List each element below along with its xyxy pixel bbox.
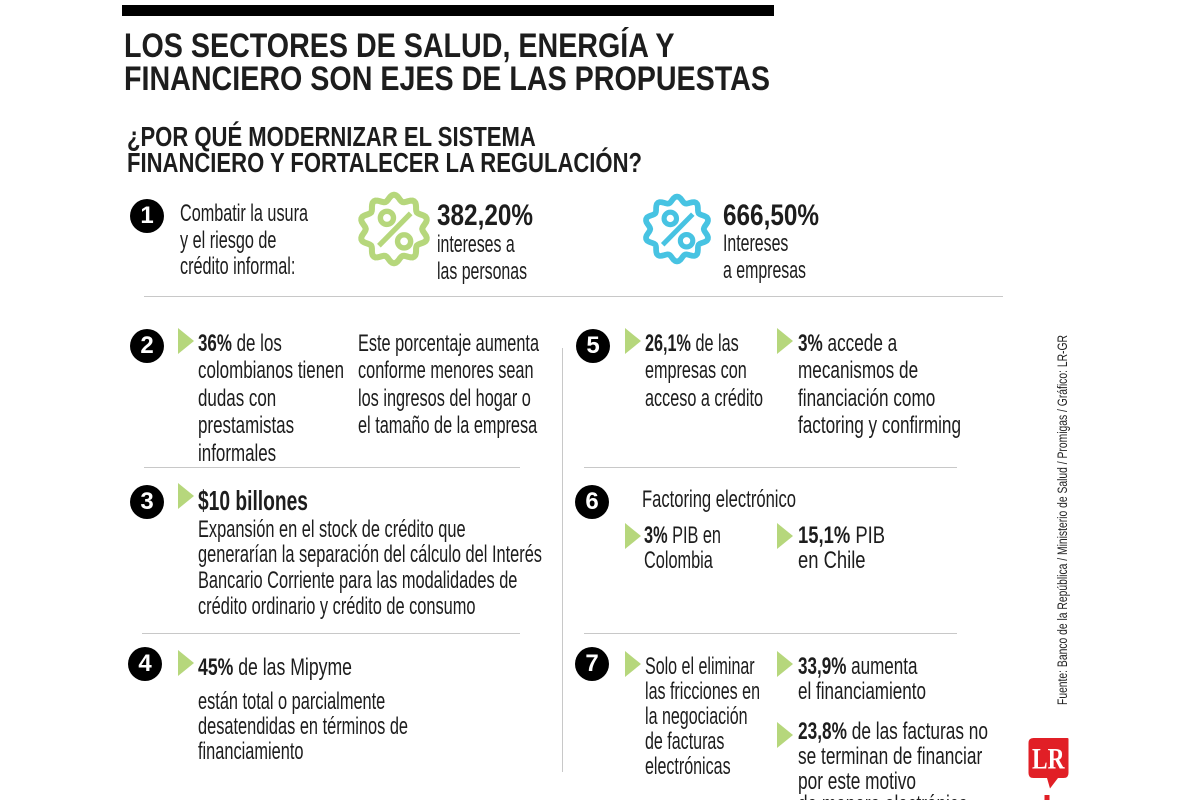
- svg-text:LR: LR: [1032, 742, 1065, 775]
